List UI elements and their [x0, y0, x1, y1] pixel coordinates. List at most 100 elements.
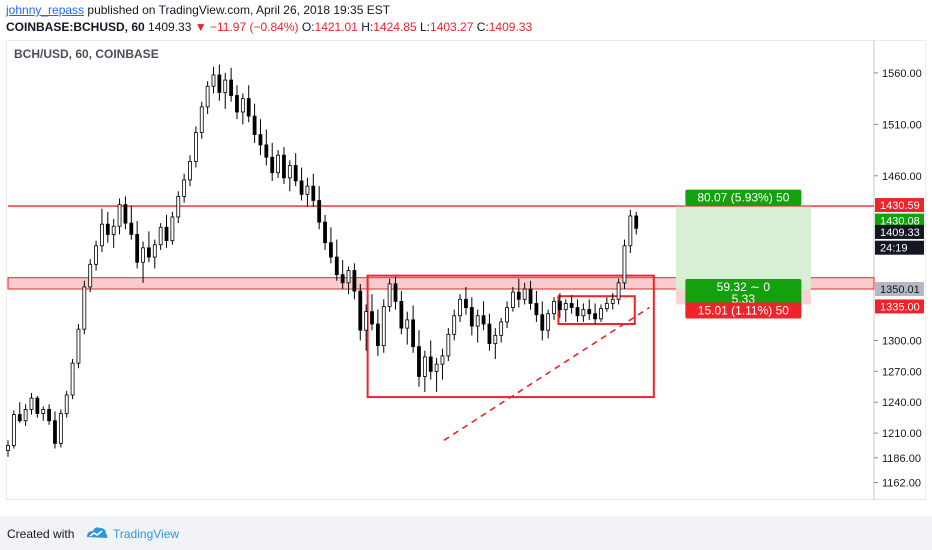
level-tag-stop: 1335.00: [880, 301, 920, 313]
candle-body: [411, 319, 416, 348]
candle-body: [246, 98, 251, 117]
countdown-tag-bg: [875, 240, 924, 255]
created-with-label: Created with: [7, 527, 75, 541]
candle-body: [147, 247, 151, 258]
candle-body: [358, 290, 363, 331]
candle-body: [587, 309, 592, 315]
open-label: O:: [301, 20, 315, 34]
stop-label: 15.01 (1.11%) 50: [698, 303, 789, 317]
high-label: H:: [361, 20, 374, 34]
candle-body: [593, 313, 598, 320]
low-value: 1403.27: [430, 20, 474, 34]
publish-info: published on TradingView.com, April 26, …: [87, 3, 391, 17]
candle-body: [552, 300, 556, 315]
candle-body: [223, 79, 228, 93]
candle-body: [6, 445, 10, 451]
chart-title: BCH/USD, 60, COINBASE: [14, 47, 159, 61]
tradingview-link[interactable]: TradingView: [113, 527, 180, 541]
candle-body: [105, 223, 110, 235]
chart-header: johnny_repass published on TradingView.c…: [0, 0, 932, 38]
candle-body: [17, 414, 22, 422]
candle-body: [29, 397, 34, 410]
candle-body: [258, 134, 263, 146]
candle-body: [522, 288, 527, 300]
last-price: 1409.33: [148, 20, 192, 34]
candle-body: [47, 409, 51, 422]
symbol-label: COINBASE:BCHUSD, 60: [6, 20, 145, 34]
candle-body: [452, 315, 457, 335]
candle-body: [610, 298, 615, 304]
chart-frame[interactable]: BCH/USD, 60, COINBASE 80.07 (5.93%) 50 59…: [5, 39, 927, 504]
candle-body: [64, 394, 69, 414]
y-tick-label: 1270.00: [882, 366, 922, 378]
candle-body: [340, 274, 345, 284]
candle-body: [117, 204, 122, 227]
candle-body: [176, 195, 181, 218]
candle-body: [546, 313, 551, 331]
candle-body: [76, 328, 81, 364]
candle-body: [82, 286, 87, 330]
close-label: C:: [476, 20, 489, 34]
candle-body: [311, 185, 316, 201]
author-link[interactable]: johnny_repass: [6, 3, 85, 17]
candle-body: [141, 247, 145, 263]
footer-bar: Created with TradingView: [0, 516, 932, 550]
candle-body: [329, 242, 333, 258]
y-tick-label: 1162.00: [882, 478, 921, 490]
ascending-trendline: [443, 306, 650, 441]
candle-body: [434, 363, 439, 372]
candle-body: [387, 283, 392, 307]
candle-body: [375, 323, 380, 347]
candle-body: [616, 282, 621, 300]
candle-body: [58, 413, 63, 444]
candle-body: [569, 303, 574, 308]
candle-body: [88, 263, 93, 288]
candle-body: [622, 245, 627, 284]
candle-body: [475, 315, 480, 327]
y-tick-label: 1210.00: [882, 428, 922, 440]
level-tag-resistance-bg: [875, 198, 924, 213]
candle-body: [446, 333, 451, 357]
candle-body: [205, 85, 210, 108]
candle-body: [458, 298, 462, 317]
candle-body: [364, 311, 369, 331]
candle-body: [199, 106, 204, 133]
candle-body: [53, 420, 57, 444]
last-price-tag: 1409.33: [880, 227, 920, 239]
candle-body: [317, 200, 322, 223]
consolidation-box: [557, 295, 636, 326]
y-tick-label: 1460.00: [882, 171, 922, 183]
candle-body: [270, 156, 275, 174]
candle-body: [123, 204, 128, 224]
candle-body: [41, 409, 46, 414]
level-tag-resistance: 1430.59: [880, 200, 920, 212]
candle-body: [299, 180, 304, 195]
candle-body: [182, 179, 187, 197]
y-tick-label: 1300.00: [882, 335, 922, 347]
low-label: L:: [420, 20, 431, 34]
candle-body: [217, 74, 222, 93]
candle-body: [599, 308, 603, 320]
candle-body: [70, 362, 75, 396]
candle-body: [11, 414, 16, 446]
candle-body: [604, 303, 609, 309]
price-chart[interactable]: BCH/USD, 60, COINBASE 80.07 (5.93%) 50 59…: [5, 39, 927, 504]
candle-body: [528, 288, 533, 304]
candle-body: [305, 185, 310, 195]
candle-body: [481, 315, 486, 325]
candle-body: [287, 165, 292, 179]
level-tag-target-bg: [875, 213, 924, 228]
tradingview-logo-icon[interactable]: [85, 524, 109, 542]
candle-body: [540, 314, 545, 331]
candle-body: [557, 300, 562, 310]
candle-body: [417, 346, 421, 377]
candle-body: [493, 334, 498, 344]
candle-body: [193, 132, 198, 162]
candle-body: [264, 144, 269, 158]
level-tag-target: 1430.08: [880, 216, 920, 228]
level-tag-stop-bg: [875, 299, 924, 314]
candle-body: [211, 74, 216, 87]
countdown-tag: 24:19: [880, 243, 908, 255]
candle-body: [381, 306, 386, 347]
time-axis[interactable]: [6, 500, 874, 516]
